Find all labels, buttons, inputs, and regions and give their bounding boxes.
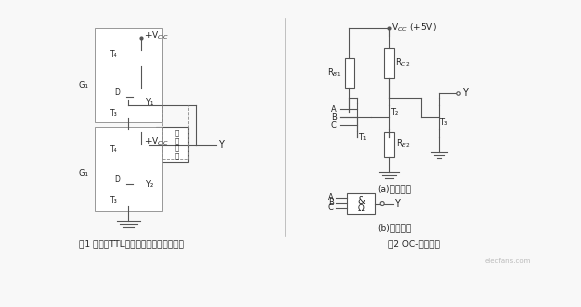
Text: elecfans.com: elecfans.com <box>485 258 531 264</box>
Bar <box>123 103 134 118</box>
Text: R$_{C2}$: R$_{C2}$ <box>396 56 411 69</box>
Bar <box>123 190 134 205</box>
Text: T₄: T₄ <box>110 50 117 59</box>
Text: R$_{B1}$: R$_{B1}$ <box>327 67 342 79</box>
Text: 图2 OC-与门电路: 图2 OC-与门电路 <box>388 240 440 249</box>
Text: D: D <box>114 175 120 184</box>
Bar <box>384 48 394 78</box>
Bar <box>95 28 162 122</box>
Text: T₁: T₁ <box>358 133 367 142</box>
Text: &: & <box>357 196 365 206</box>
Polygon shape <box>125 176 134 184</box>
Text: +V$_{CC}$: +V$_{CC}$ <box>144 136 168 148</box>
Text: +V$_{CC}$: +V$_{CC}$ <box>144 30 168 42</box>
Bar <box>123 144 134 160</box>
Bar <box>95 127 162 212</box>
Bar <box>347 193 375 215</box>
Text: B: B <box>328 198 333 207</box>
Text: Y: Y <box>462 87 468 98</box>
Text: Ω: Ω <box>358 204 365 213</box>
Bar <box>345 58 354 87</box>
Bar <box>123 50 134 66</box>
Text: T₃: T₃ <box>110 109 117 118</box>
Text: Y: Y <box>394 199 400 208</box>
Text: A: A <box>328 193 333 202</box>
Bar <box>384 132 394 157</box>
Text: G₁: G₁ <box>79 81 89 90</box>
Text: B: B <box>331 113 336 122</box>
Text: G₁: G₁ <box>79 169 89 178</box>
Text: V$_{CC}$ (+5V): V$_{CC}$ (+5V) <box>391 22 437 34</box>
Text: A: A <box>331 105 336 114</box>
Text: (b)逻辑符号: (b)逻辑符号 <box>377 224 411 233</box>
Text: T₃: T₃ <box>439 118 448 127</box>
Text: Y: Y <box>218 140 224 150</box>
Text: Y₂: Y₂ <box>145 180 153 189</box>
Text: (a)电路结构: (a)电路结构 <box>377 184 411 193</box>
Text: 低
阻
通
路: 低 阻 通 路 <box>175 129 179 159</box>
Text: D: D <box>114 88 120 97</box>
Text: C: C <box>331 121 336 130</box>
Text: 图1 普通的TTL与非门电路输出并联使用: 图1 普通的TTL与非门电路输出并联使用 <box>79 240 184 249</box>
Polygon shape <box>125 89 134 96</box>
Text: T₃: T₃ <box>110 196 117 205</box>
Text: Y₁: Y₁ <box>145 98 153 107</box>
Bar <box>156 127 188 162</box>
Text: T₂: T₂ <box>390 108 398 117</box>
Text: T₄: T₄ <box>110 145 117 154</box>
Text: R$_{E2}$: R$_{E2}$ <box>396 138 410 150</box>
Text: C: C <box>328 203 333 212</box>
